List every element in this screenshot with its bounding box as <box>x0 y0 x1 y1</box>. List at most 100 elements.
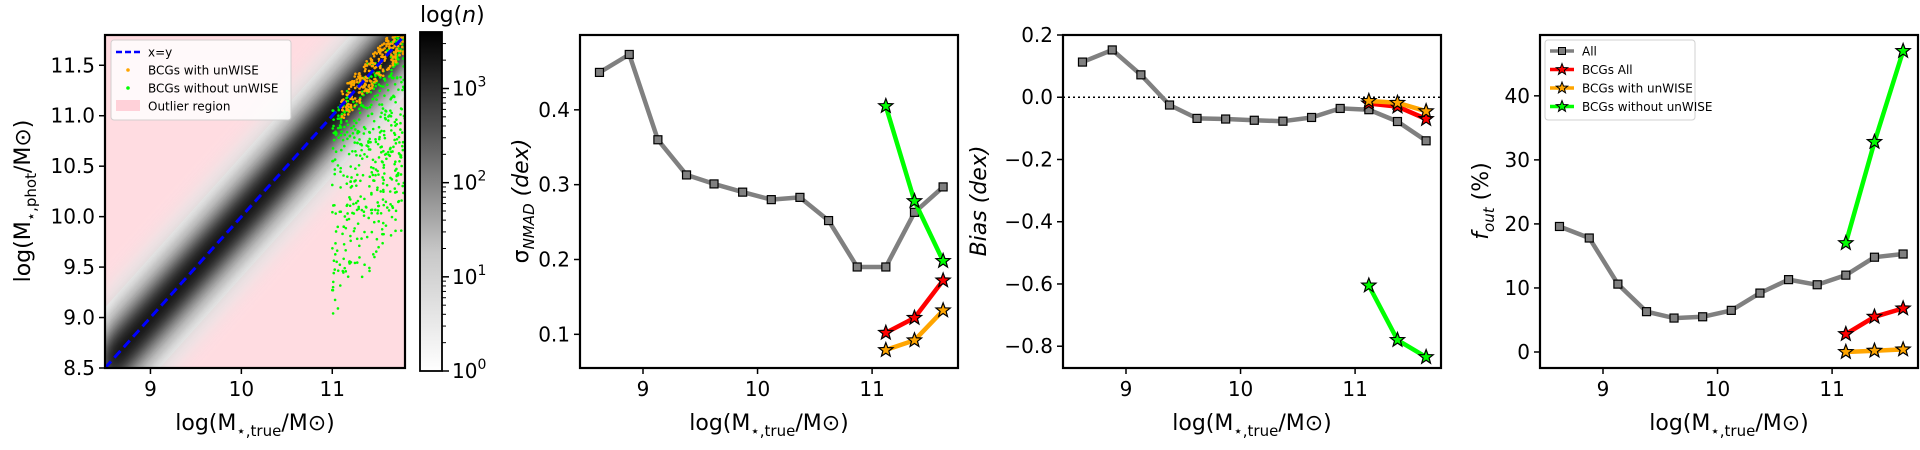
x-equals-y-line <box>105 35 405 368</box>
bcg-without-unwise-point <box>339 121 343 125</box>
bcg-with-unwise-point <box>391 42 394 45</box>
bcg-without-unwise-point <box>354 167 357 170</box>
series-point-bcgs-without-unwise <box>1388 330 1407 348</box>
bcg-without-unwise-point <box>368 269 371 273</box>
series-point-bcgs-with-unwise <box>905 331 924 348</box>
bcg-without-unwise-point <box>358 154 362 157</box>
bcg-with-unwise-point <box>370 58 374 62</box>
bcg-with-unwise-point <box>341 108 344 112</box>
bcg-without-unwise-point <box>355 208 359 212</box>
legend-label: All <box>1582 45 1597 59</box>
series-point-bcgs-with-unwise <box>1894 340 1912 357</box>
bcg-without-unwise-point <box>368 175 372 178</box>
x-tick-label: 10 <box>745 377 770 401</box>
bcg-without-unwise-point <box>342 225 346 228</box>
bcg-without-unwise-point <box>370 208 374 212</box>
bcg-without-unwise-point <box>333 268 337 271</box>
bcg-with-unwise-point <box>345 93 349 97</box>
bcg-with-unwise-point <box>379 44 382 48</box>
y-tick-label: 0.0 <box>1021 85 1053 109</box>
bcg-without-unwise-point <box>383 116 387 120</box>
bcg-with-unwise-point <box>395 47 398 51</box>
bcg-without-unwise-point <box>355 173 359 177</box>
bcg-without-unwise-point <box>389 109 392 112</box>
bcg-without-unwise-point <box>359 142 362 146</box>
series-point-all <box>938 182 948 192</box>
bcg-without-unwise-point <box>361 173 365 177</box>
legend-label: x=y <box>148 46 172 60</box>
bcg-without-unwise-point <box>346 275 350 278</box>
series-point-bcgs-with-unwise <box>1388 93 1407 111</box>
bcg-without-unwise-point <box>337 136 340 139</box>
bcg-with-unwise-point <box>355 80 359 84</box>
bcg-without-unwise-point <box>333 203 336 207</box>
bcg-without-unwise-point <box>359 195 362 198</box>
bcg-without-unwise-point <box>345 182 349 185</box>
bcg-without-unwise-point <box>371 158 375 162</box>
bcg-with-unwise-point <box>403 24 406 27</box>
x-tick-label: 11 <box>1342 377 1367 401</box>
bcg-without-unwise-point <box>382 163 386 167</box>
bcg-without-unwise-point <box>393 120 397 124</box>
bcg-without-unwise-point <box>389 202 392 206</box>
bcg-without-unwise-point <box>376 212 379 215</box>
bcg-with-unwise-point <box>392 50 396 54</box>
bcg-with-unwise-point <box>382 42 386 45</box>
bcg-with-unwise-point <box>352 83 356 87</box>
bcg-without-unwise-point <box>389 176 392 180</box>
bcg-with-unwise-point <box>350 83 353 87</box>
bcg-without-unwise-point <box>385 157 388 161</box>
fout-x-label: log(M⋆,true/M⊙) <box>1649 411 1808 440</box>
series-line-bcgs-all <box>884 279 945 335</box>
bcg-without-unwise-point <box>336 307 340 310</box>
bcg-without-unwise-point <box>395 118 398 121</box>
bcg-without-unwise-point <box>334 230 338 233</box>
bcg-without-unwise-point <box>331 159 334 163</box>
series-point-bcgs-with-unwise <box>1360 91 1378 109</box>
bcg-without-unwise-point <box>382 178 386 182</box>
bcg-without-unwise-point <box>401 88 404 92</box>
bcg-without-unwise-point <box>339 186 342 189</box>
bcg-without-unwise-point <box>336 126 340 130</box>
bcg-without-unwise-point <box>401 184 404 188</box>
bcg-without-unwise-point <box>363 152 366 156</box>
bcg-without-unwise-point <box>368 131 372 134</box>
bcg-without-unwise-point <box>349 239 352 243</box>
bcg-with-unwise-point <box>398 53 401 57</box>
bcg-without-unwise-point <box>391 150 394 153</box>
bcg-without-unwise-point <box>346 212 349 215</box>
x-tick-label: 11 <box>320 377 345 401</box>
bcg-without-unwise-point <box>378 89 382 93</box>
bcg-without-unwise-point <box>399 128 402 131</box>
bcg-without-unwise-point <box>394 218 397 221</box>
series-line-all <box>1081 47 1428 143</box>
bcg-with-unwise-point <box>379 73 383 77</box>
series-point-all <box>681 170 692 180</box>
bcg-without-unwise-point <box>367 216 370 220</box>
x-tick-label: 10 <box>229 377 254 401</box>
bcg-without-unwise-point <box>368 137 371 141</box>
bcg-without-unwise-point <box>371 97 375 101</box>
legend-label: BCGs All <box>1582 63 1633 77</box>
bcg-without-unwise-point <box>360 237 363 240</box>
bcg-without-unwise-point <box>382 232 385 236</box>
bcg-without-unwise-point <box>348 196 351 199</box>
bcg-without-unwise-point <box>379 190 383 193</box>
bcg-with-unwise-point <box>372 54 376 58</box>
series-point-all <box>795 192 805 202</box>
bcg-with-unwise-point <box>373 77 377 81</box>
bcg-without-unwise-point <box>350 176 353 179</box>
colorbar-tick-label: 100 <box>452 357 486 383</box>
bcg-without-unwise-point <box>371 127 375 131</box>
bcg-without-unwise-point <box>376 169 379 173</box>
bcg-without-unwise-point <box>397 182 400 186</box>
bcg-without-unwise-point <box>379 150 383 154</box>
y-tick-label: 8.5 <box>63 356 95 380</box>
series-point-all <box>738 187 748 197</box>
bcg-without-unwise-point <box>334 212 338 215</box>
bcg-with-unwise-point <box>353 79 356 83</box>
bcg-without-unwise-point <box>384 109 387 113</box>
bcg-with-unwise-point <box>363 82 367 85</box>
bcg-without-unwise-point <box>347 217 351 221</box>
